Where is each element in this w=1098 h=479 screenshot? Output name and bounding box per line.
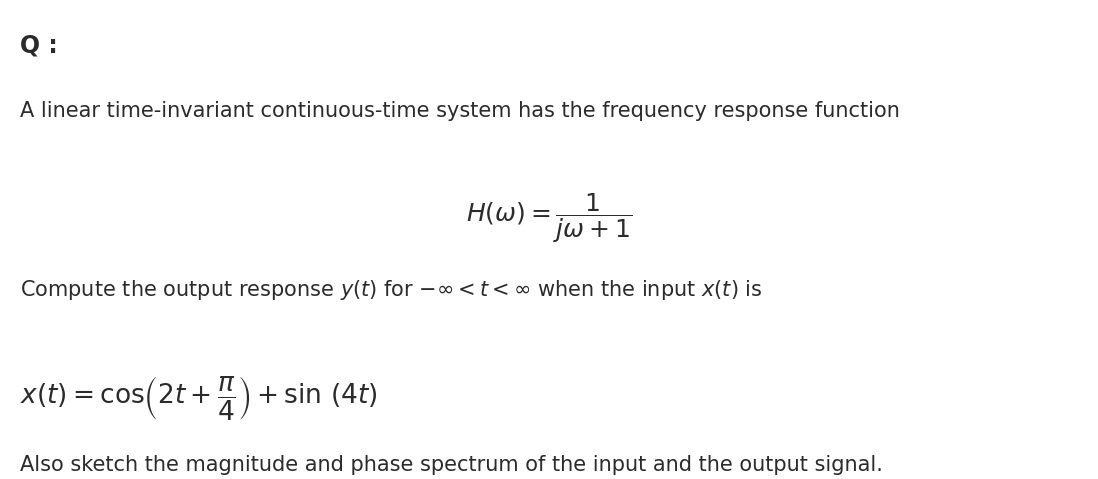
Text: Q :: Q : [20, 34, 57, 57]
Text: $H(\omega) = \dfrac{1}{j\omega + 1}$: $H(\omega) = \dfrac{1}{j\omega + 1}$ [466, 192, 632, 245]
Text: A linear time-invariant continuous-time system has the frequency response functi: A linear time-invariant continuous-time … [20, 101, 899, 121]
Text: Compute the output response $y(t)$ for $-\infty < t < \infty$ when the input $x(: Compute the output response $y(t)$ for $… [20, 278, 762, 302]
Text: Also sketch the magnitude and phase spectrum of the input and the output signal.: Also sketch the magnitude and phase spec… [20, 455, 883, 475]
Text: $x(t) = \cos\!\left(2t + \dfrac{\pi}{4}\right) + \sin\,(4t)$: $x(t) = \cos\!\left(2t + \dfrac{\pi}{4}\… [20, 374, 378, 422]
